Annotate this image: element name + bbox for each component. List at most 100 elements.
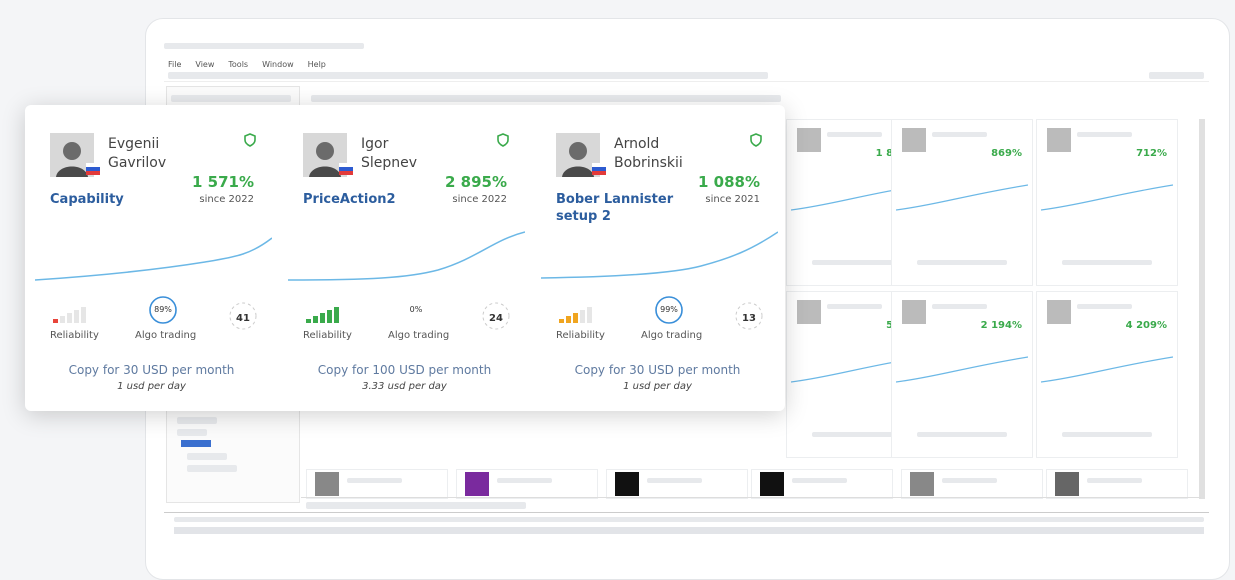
- signal-card: [306, 469, 448, 499]
- name: [827, 132, 882, 137]
- name: [932, 132, 987, 137]
- head: [569, 142, 587, 160]
- verified-icon: [750, 133, 762, 147]
- verified-icon: [244, 133, 256, 147]
- since: since 2021: [705, 194, 760, 205]
- price: Copy for 100 USD per month: [317, 363, 492, 377]
- reliability-bar: [320, 313, 325, 323]
- flag-stripe: [339, 163, 353, 167]
- flag-stripe: [86, 171, 100, 175]
- avatar: [797, 300, 821, 324]
- trader-name: Evgenii Gavrilov: [108, 135, 166, 173]
- footer: [1062, 260, 1152, 265]
- shield: [497, 133, 509, 147]
- reliability-bars: [53, 307, 86, 323]
- footer: [1062, 432, 1152, 437]
- menu-item: Tools: [228, 60, 249, 69]
- signal-name[interactable]: PriceAction2: [303, 192, 396, 207]
- signal-filters: [306, 91, 786, 105]
- gain: 712%: [1136, 148, 1167, 159]
- ring: [735, 302, 763, 330]
- avatar: [50, 133, 100, 177]
- avatar: [760, 472, 784, 496]
- algo-value: 99%: [660, 305, 678, 314]
- menu-item: Window: [262, 60, 294, 69]
- algo-ring: [655, 296, 683, 324]
- avatar: [615, 472, 639, 496]
- menu-item: Help: [307, 60, 326, 69]
- last-name: Gavrilov: [108, 155, 167, 171]
- reliability-bar: [334, 307, 339, 323]
- trader-name: Arnold Bobrinskii: [614, 135, 683, 173]
- subscribers: 24: [489, 313, 503, 324]
- reliability-bar: [573, 313, 578, 323]
- subscribers-icon: [482, 302, 510, 330]
- shield: [750, 133, 762, 147]
- menu-bar: File View Tools Window Help: [168, 52, 340, 71]
- signal-card: 712%: [1036, 119, 1178, 286]
- equity-line: [896, 184, 1028, 211]
- gain: 1 571%: [192, 173, 254, 191]
- toolbar: [164, 69, 1209, 82]
- flag-stripe: [339, 171, 353, 175]
- menu-item: View: [195, 60, 215, 69]
- flag-stripe: [592, 167, 606, 171]
- avatar: [315, 472, 339, 496]
- reliability-label: Reliability: [303, 330, 352, 341]
- reliability-label: Reliability: [556, 330, 605, 341]
- signal-card: 4 209%: [1036, 291, 1178, 458]
- sparkline: [35, 237, 272, 281]
- algo-label: Algo trading: [641, 330, 703, 341]
- signal-name[interactable]: Bober Lannister setup 2: [556, 192, 674, 224]
- subscribers-icon: [229, 302, 257, 330]
- reliability-bars: [306, 307, 339, 323]
- tabs: [301, 497, 1201, 512]
- reliability-bar: [60, 316, 65, 323]
- ring: [229, 302, 257, 330]
- reliability-bar: [67, 313, 72, 323]
- signal-card: [901, 469, 1043, 499]
- equity-line: [1041, 184, 1173, 211]
- name: [827, 304, 882, 309]
- flag-stripe: [339, 167, 353, 171]
- name: [1077, 132, 1132, 137]
- sparkline: [896, 184, 1028, 211]
- name: [942, 478, 997, 483]
- equity-line: [1041, 356, 1173, 383]
- trader-name: Igor Slepnev: [361, 135, 417, 173]
- selected-item: [181, 440, 211, 447]
- head: [316, 142, 334, 160]
- gain: 869%: [991, 148, 1022, 159]
- avatar: [902, 128, 926, 152]
- avatar: [910, 472, 934, 496]
- reliability-bar: [74, 310, 79, 323]
- last-name: Bobrinskii: [614, 155, 683, 171]
- reliability-label: Reliability: [50, 330, 99, 341]
- per-day: 1 usd per day: [117, 381, 186, 392]
- signal-card: [751, 469, 893, 499]
- signal-card: 869%: [891, 119, 1033, 286]
- footer: [917, 432, 1007, 437]
- signal-card: 2 194%: [891, 291, 1033, 458]
- menu-item: File: [168, 60, 182, 69]
- reliability-bar: [53, 319, 58, 323]
- price: Copy for 30 USD per month: [68, 363, 235, 377]
- avatar: [902, 300, 926, 324]
- reliability-bars: [559, 307, 592, 323]
- avatar: [797, 128, 821, 152]
- signal-name[interactable]: Capability: [50, 192, 124, 207]
- signal-card: [606, 469, 748, 499]
- sparkline: [288, 231, 525, 281]
- per-day: 3.33 usd per day: [362, 381, 447, 392]
- ring: [482, 302, 510, 330]
- name: [1087, 478, 1142, 483]
- subscribers: 41: [236, 313, 250, 324]
- avatar: [1047, 300, 1071, 324]
- signal-card: Igor Slepnev 2 895% since 2022 PriceAction2 R…: [278, 105, 531, 411]
- avatar: [1047, 128, 1071, 152]
- subscribers: 13: [742, 313, 756, 324]
- reliability-bar: [81, 307, 86, 323]
- ring: [149, 296, 177, 324]
- reliability-bar: [327, 310, 332, 323]
